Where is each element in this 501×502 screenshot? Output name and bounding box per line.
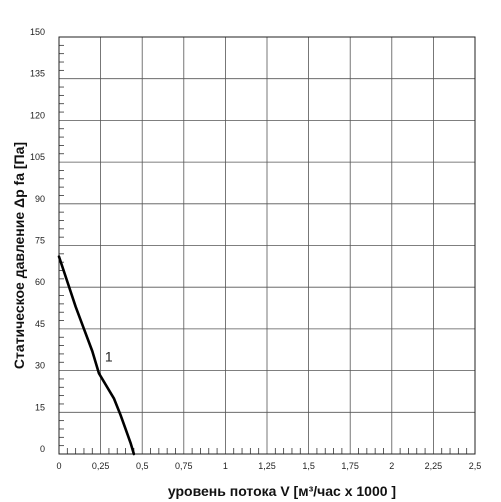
y-tick-label: 0	[40, 444, 45, 454]
series-label: 1	[105, 348, 113, 364]
x-tick-label: 2	[389, 461, 394, 471]
y-tick-label: 45	[35, 319, 45, 329]
x-tick-label: 1	[223, 461, 228, 471]
y-tick-label: 60	[35, 277, 45, 287]
y-tick-label: 150	[30, 27, 45, 37]
chart-grid	[59, 37, 475, 454]
x-tick-labels: 0 0,25 0,5 0,75 1 1,25 1,5 1,75 2 2,25 2,5	[56, 461, 481, 471]
x-tick-label: 2,25	[425, 461, 443, 471]
x-tick-label: 0,5	[136, 461, 149, 471]
y-tick-label: 120	[30, 110, 45, 120]
y-tick-label: 105	[30, 152, 45, 162]
x-tick-label: 1,5	[302, 461, 315, 471]
minor-ticks	[59, 44, 468, 454]
x-tick-label: 1,25	[258, 461, 276, 471]
x-tick-label: 0,25	[92, 461, 110, 471]
y-tick-label: 30	[35, 361, 45, 371]
series-group: 1	[57, 255, 136, 456]
x-tick-label: 2,5	[469, 461, 482, 471]
plot-frame	[58, 36, 476, 455]
y-tick-label: 90	[35, 194, 45, 204]
y-tick-label: 75	[35, 236, 45, 246]
y-axis-title: Статическое давление Δp fa [Па]	[11, 142, 27, 369]
y-tick-label: 135	[30, 69, 45, 79]
x-tick-label: 0	[56, 461, 61, 471]
x-tick-label: 0,75	[175, 461, 193, 471]
x-axis-title: уровень потока V [м³/час х 1000 ]	[168, 483, 396, 499]
y-tick-label: 15	[35, 402, 45, 412]
x-tick-label: 1,75	[341, 461, 359, 471]
y-tick-labels: 0 15 30 45 60 75 90 105 120 135 150	[30, 27, 45, 454]
series-line	[57, 255, 136, 456]
